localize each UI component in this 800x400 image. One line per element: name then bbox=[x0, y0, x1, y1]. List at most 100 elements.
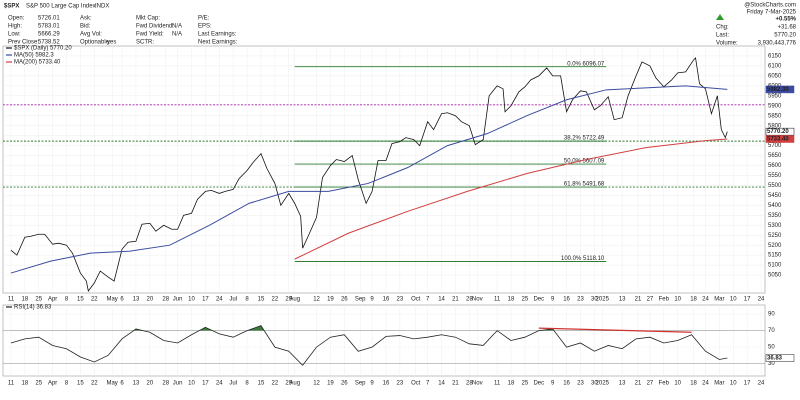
x-tick-label: 11 bbox=[8, 381, 15, 387]
field-value: 5783.01 bbox=[38, 24, 60, 30]
x-tick-label: 8 bbox=[245, 381, 249, 387]
x-tick-label: 26 bbox=[341, 381, 348, 387]
last-value-tag bbox=[765, 127, 795, 136]
fib-label: 38.2% 5722.49 bbox=[564, 136, 605, 142]
fib-label: 0.0% 6096.07 bbox=[567, 61, 605, 67]
quote-label: Volume: bbox=[716, 41, 738, 47]
x-tick-label: 20 bbox=[147, 297, 154, 303]
field-value: yes bbox=[107, 40, 116, 46]
y-tick-label: 5450 bbox=[768, 193, 782, 199]
x-tick-label: 29 bbox=[285, 297, 292, 303]
x-tick-label: 24 bbox=[702, 381, 709, 387]
x-tick-label: Dec bbox=[533, 381, 544, 387]
x-tick-label: 13 bbox=[619, 297, 626, 303]
field-value: N/A bbox=[172, 24, 182, 30]
x-tick-label: 16 bbox=[563, 381, 570, 387]
x-tick-label: 15 bbox=[258, 297, 265, 303]
field-value: 5666.29 bbox=[38, 32, 60, 38]
y-tick-label: 5400 bbox=[768, 203, 782, 209]
x-tick-label: 2025 bbox=[596, 381, 610, 387]
last-value-tag bbox=[765, 85, 795, 94]
y-tick-label: 70 bbox=[768, 328, 775, 334]
x-tick-label: Apr bbox=[48, 297, 57, 303]
change-pct: +0.55% bbox=[775, 17, 796, 23]
quote-value: 5770.20 bbox=[774, 33, 796, 39]
quote-label: Last: bbox=[716, 33, 729, 39]
series-line bbox=[294, 138, 728, 260]
y-tick-label: 5100 bbox=[768, 263, 782, 269]
y-tick-label: 6050 bbox=[768, 73, 782, 79]
x-tick-label: 18 bbox=[21, 297, 28, 303]
x-tick-label: 24 bbox=[758, 381, 765, 387]
x-tick-label: 6 bbox=[120, 381, 124, 387]
legend-label: MA(50) 5982.3 bbox=[14, 53, 54, 59]
x-tick-label: 26 bbox=[341, 297, 348, 303]
field-label: Open: bbox=[8, 16, 25, 22]
y-tick-label: 5600 bbox=[768, 163, 782, 169]
last-value-label: 5982.30 bbox=[767, 87, 789, 93]
x-tick-label: Feb bbox=[659, 381, 670, 387]
field-label: Last Earnings: bbox=[198, 32, 237, 38]
y-tick-label: 6100 bbox=[768, 63, 782, 69]
x-tick-label: 21 bbox=[635, 297, 642, 303]
x-tick-label: Jun bbox=[173, 381, 183, 387]
x-tick-label: 9 bbox=[370, 297, 374, 303]
field-label: Fwd Yield: bbox=[136, 32, 164, 38]
symbol-name: S&P 500 Large Cap Index bbox=[26, 4, 96, 10]
x-tick-label: 9 bbox=[551, 381, 555, 387]
x-tick-label: 18 bbox=[508, 381, 515, 387]
field-label: Avg Vol: bbox=[80, 32, 102, 38]
x-tick-label: 24 bbox=[216, 297, 223, 303]
y-tick-label: 5200 bbox=[768, 243, 782, 249]
date: Friday 7-Mar-2025 bbox=[747, 10, 797, 16]
y-tick-label: 5050 bbox=[768, 273, 782, 279]
x-tick-label: 6 bbox=[120, 297, 124, 303]
x-tick-label: 8 bbox=[245, 297, 249, 303]
x-tick-label: Sep bbox=[355, 381, 366, 387]
field-label: P/E: bbox=[198, 16, 210, 22]
x-tick-label: Jun bbox=[173, 297, 183, 303]
x-tick-label: 14 bbox=[438, 297, 445, 303]
field-value: 5738.52 bbox=[38, 40, 60, 46]
fib-label: 61.8% 5491.68 bbox=[564, 182, 605, 188]
x-tick-label: 18 bbox=[690, 297, 697, 303]
series-line bbox=[10, 325, 728, 366]
x-tick-label: 20 bbox=[147, 381, 154, 387]
x-tick-label: Nov bbox=[472, 381, 483, 387]
x-tick-label: 24 bbox=[216, 381, 223, 387]
y-tick-label: 50 bbox=[768, 345, 775, 351]
up-arrow bbox=[716, 14, 724, 20]
x-tick-label: 16 bbox=[563, 297, 570, 303]
x-tick-label: 22 bbox=[91, 297, 98, 303]
x-tick-label: Oct bbox=[411, 381, 421, 387]
site: @StockCharts.com bbox=[744, 3, 796, 9]
exchange: INDX bbox=[95, 4, 109, 10]
field-label: Prev Close: bbox=[8, 40, 39, 46]
panel bbox=[2, 45, 766, 294]
x-tick-label: May bbox=[106, 381, 117, 387]
y-tick-label: 6150 bbox=[768, 54, 782, 60]
x-tick-label: 13 bbox=[133, 297, 140, 303]
x-tick-label: May bbox=[106, 297, 117, 303]
fib-label: 100.0% 5118.10 bbox=[561, 256, 605, 262]
y-tick-label: 5150 bbox=[768, 253, 782, 259]
x-tick-label: 22 bbox=[272, 381, 279, 387]
x-tick-label: Oct bbox=[411, 297, 421, 303]
last-value-label: 5733.40 bbox=[767, 137, 789, 143]
y-tick-label: 5350 bbox=[768, 213, 782, 219]
x-tick-label: Jul bbox=[229, 381, 237, 387]
last-value-label: 5770.20 bbox=[767, 129, 789, 135]
x-tick-label: 15 bbox=[77, 297, 84, 303]
x-tick-label: 29 bbox=[285, 381, 292, 387]
divergence-line bbox=[538, 327, 692, 333]
y-tick-label: 5700 bbox=[768, 143, 782, 149]
x-tick-label: 28 bbox=[466, 297, 473, 303]
x-tick-label: Apr bbox=[48, 381, 57, 387]
y-tick-label: 5550 bbox=[768, 173, 782, 179]
y-tick-label: 5500 bbox=[768, 183, 782, 189]
x-tick-label: 10 bbox=[188, 381, 195, 387]
x-tick-label: 21 bbox=[635, 381, 642, 387]
x-tick-label: 14 bbox=[438, 381, 445, 387]
x-tick-label: 9 bbox=[370, 381, 374, 387]
